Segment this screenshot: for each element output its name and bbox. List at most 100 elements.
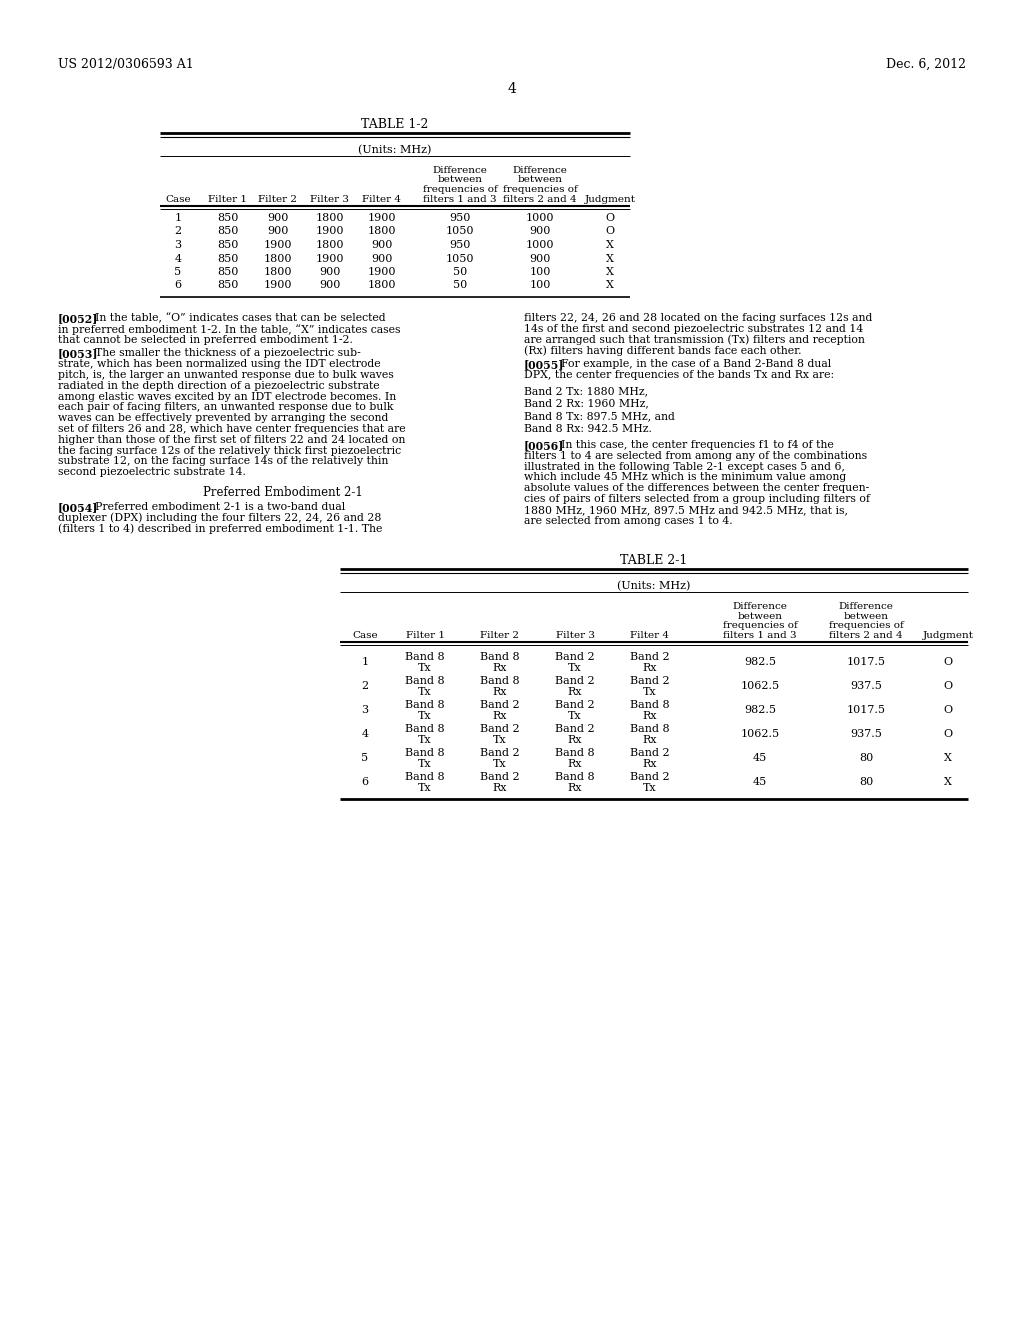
Text: US 2012/0306593 A1: US 2012/0306593 A1	[58, 58, 194, 71]
Text: higher than those of the first set of filters 22 and 24 located on: higher than those of the first set of fi…	[58, 434, 406, 445]
Text: Filter 2: Filter 2	[480, 631, 519, 640]
Text: 4: 4	[174, 253, 181, 264]
Text: Band 2: Band 2	[630, 748, 670, 758]
Text: Filter 3: Filter 3	[310, 194, 349, 203]
Text: between: between	[437, 176, 482, 185]
Text: Rx: Rx	[567, 688, 583, 697]
Text: Rx: Rx	[643, 759, 657, 770]
Text: Difference: Difference	[432, 166, 487, 176]
Text: Rx: Rx	[567, 735, 583, 746]
Text: Tx: Tx	[494, 759, 507, 770]
Text: 1: 1	[174, 213, 181, 223]
Text: 3: 3	[361, 705, 369, 715]
Text: Band 8: Band 8	[555, 772, 595, 783]
Text: 1880 MHz, 1960 MHz, 897.5 MHz and 942.5 MHz, that is,: 1880 MHz, 1960 MHz, 897.5 MHz and 942.5 …	[524, 504, 848, 515]
Text: 1900: 1900	[264, 281, 292, 290]
Text: Tx: Tx	[418, 735, 432, 746]
Text: among elastic waves excited by an IDT electrode becomes. In: among elastic waves excited by an IDT el…	[58, 392, 396, 401]
Text: 900: 900	[529, 227, 551, 236]
Text: O: O	[943, 705, 952, 715]
Text: [0056]: [0056]	[524, 440, 564, 451]
Text: 5: 5	[174, 267, 181, 277]
Text: (Units: MHz): (Units: MHz)	[617, 581, 690, 591]
Text: filters 1 to 4 are selected from among any of the combinations: filters 1 to 4 are selected from among a…	[524, 451, 867, 461]
Text: filters 1 and 3: filters 1 and 3	[423, 194, 497, 203]
Text: absolute values of the differences between the center frequen-: absolute values of the differences betwe…	[524, 483, 869, 494]
Text: Band 2: Band 2	[630, 676, 670, 686]
Text: Band 8: Band 8	[406, 725, 444, 734]
Text: Tx: Tx	[568, 663, 582, 673]
Text: second piezoelectric substrate 14.: second piezoelectric substrate 14.	[58, 467, 246, 478]
Text: Band 2: Band 2	[480, 725, 520, 734]
Text: strate, which has been normalized using the IDT electrode: strate, which has been normalized using …	[58, 359, 381, 370]
Text: 1800: 1800	[368, 227, 396, 236]
Text: 45: 45	[753, 777, 767, 787]
Text: 5: 5	[361, 754, 369, 763]
Text: 900: 900	[372, 240, 392, 249]
Text: X: X	[606, 267, 614, 277]
Text: [0055]: [0055]	[524, 359, 564, 370]
Text: X: X	[944, 777, 952, 787]
Text: filters 22, 24, 26 and 28 located on the facing surfaces 12s and: filters 22, 24, 26 and 28 located on the…	[524, 313, 872, 323]
Text: Judgment: Judgment	[923, 631, 974, 640]
Text: 1900: 1900	[264, 240, 292, 249]
Text: 937.5: 937.5	[850, 681, 882, 692]
Text: 1800: 1800	[368, 281, 396, 290]
Text: Tx: Tx	[568, 711, 582, 721]
Text: 1900: 1900	[368, 267, 396, 277]
Text: Band 2 Rx: 1960 MHz,: Band 2 Rx: 1960 MHz,	[524, 399, 649, 409]
Text: 900: 900	[319, 281, 341, 290]
Text: Band 2 Tx: 1880 MHz,: Band 2 Tx: 1880 MHz,	[524, 385, 648, 396]
Text: 1000: 1000	[525, 213, 554, 223]
Text: 80: 80	[859, 777, 873, 787]
Text: 1017.5: 1017.5	[847, 657, 886, 667]
Text: Rx: Rx	[493, 688, 507, 697]
Text: 1900: 1900	[315, 227, 344, 236]
Text: are arranged such that transmission (Tx) filters and reception: are arranged such that transmission (Tx)…	[524, 334, 865, 345]
Text: 100: 100	[529, 281, 551, 290]
Text: Filter 4: Filter 4	[631, 631, 670, 640]
Text: frequencies of: frequencies of	[723, 622, 798, 630]
Text: Filter 3: Filter 3	[555, 631, 595, 640]
Text: Band 8: Band 8	[630, 725, 670, 734]
Text: 900: 900	[319, 267, 341, 277]
Text: [0053]: [0053]	[58, 348, 98, 359]
Text: 80: 80	[859, 754, 873, 763]
Text: 50: 50	[453, 267, 467, 277]
Text: Preferred embodiment 2-1 is a two-band dual: Preferred embodiment 2-1 is a two-band d…	[95, 502, 345, 512]
Text: between: between	[737, 611, 782, 620]
Text: 6: 6	[361, 777, 369, 787]
Text: Judgment: Judgment	[585, 194, 636, 203]
Text: 950: 950	[450, 240, 471, 249]
Text: in preferred embodiment 1-2. In the table, “X” indicates cases: in preferred embodiment 1-2. In the tabl…	[58, 323, 400, 334]
Text: Tx: Tx	[643, 783, 656, 793]
Text: Rx: Rx	[493, 783, 507, 793]
Text: Band 2: Band 2	[480, 772, 520, 783]
Text: Difference: Difference	[732, 602, 787, 611]
Text: 4: 4	[508, 82, 516, 96]
Text: pitch, is, the larger an unwanted response due to bulk waves: pitch, is, the larger an unwanted respon…	[58, 370, 394, 380]
Text: Tx: Tx	[418, 663, 432, 673]
Text: Difference: Difference	[839, 602, 893, 611]
Text: frequencies of: frequencies of	[503, 185, 578, 194]
Text: Band 8 Tx: 897.5 MHz, and: Band 8 Tx: 897.5 MHz, and	[524, 412, 675, 421]
Text: 100: 100	[529, 267, 551, 277]
Text: waves can be effectively prevented by arranging the second: waves can be effectively prevented by ar…	[58, 413, 388, 424]
Text: O: O	[943, 657, 952, 667]
Text: 850: 850	[217, 213, 239, 223]
Text: 900: 900	[267, 213, 289, 223]
Text: Band 8: Band 8	[555, 748, 595, 758]
Text: Tx: Tx	[418, 711, 432, 721]
Text: 1062.5: 1062.5	[740, 729, 779, 739]
Text: O: O	[943, 681, 952, 692]
Text: 850: 850	[217, 240, 239, 249]
Text: illustrated in the following Table 2-1 except cases 5 and 6,: illustrated in the following Table 2-1 e…	[524, 462, 845, 471]
Text: Rx: Rx	[567, 783, 583, 793]
Text: filters 2 and 4: filters 2 and 4	[829, 631, 903, 640]
Text: 1017.5: 1017.5	[847, 705, 886, 715]
Text: (Rx) filters having different bands face each other.: (Rx) filters having different bands face…	[524, 346, 802, 356]
Text: that cannot be selected in preferred embodiment 1-2.: that cannot be selected in preferred emb…	[58, 334, 353, 345]
Text: 1000: 1000	[525, 240, 554, 249]
Text: Band 8: Band 8	[630, 700, 670, 710]
Text: 900: 900	[267, 227, 289, 236]
